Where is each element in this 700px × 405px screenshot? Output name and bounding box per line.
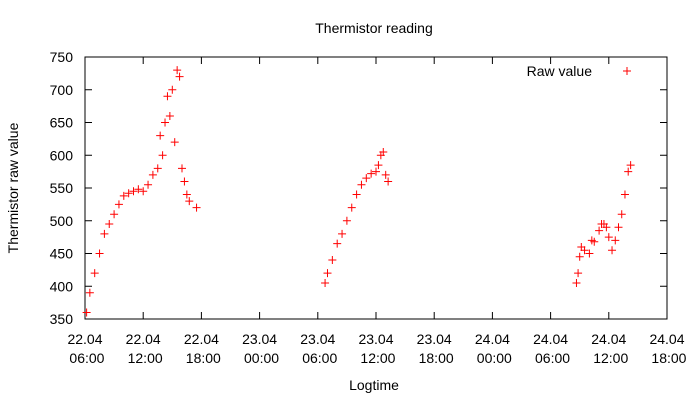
data-point bbox=[572, 278, 581, 287]
data-point bbox=[595, 226, 604, 235]
y-tick-label: 350 bbox=[50, 311, 74, 327]
plot-frame bbox=[84, 56, 668, 320]
data-point bbox=[333, 239, 342, 248]
data-point bbox=[347, 203, 356, 212]
data-point bbox=[626, 161, 635, 170]
data-point bbox=[604, 233, 613, 242]
data-point bbox=[352, 190, 361, 199]
x-tick-label: 23.04 18:00 bbox=[415, 331, 454, 366]
data-point bbox=[614, 223, 623, 232]
data-point bbox=[110, 210, 119, 219]
data-point bbox=[182, 190, 191, 199]
data-point bbox=[85, 288, 94, 297]
data-point bbox=[185, 197, 194, 206]
data-point bbox=[161, 118, 170, 127]
data-point bbox=[577, 242, 586, 251]
x-tick-label: 24.04 12:00 bbox=[589, 331, 628, 366]
data-point bbox=[168, 85, 177, 94]
data-point bbox=[129, 187, 138, 196]
data-point bbox=[611, 236, 620, 245]
data-point bbox=[156, 131, 165, 140]
data-point bbox=[624, 167, 633, 176]
legend-label: Raw value bbox=[527, 63, 593, 79]
data-point bbox=[384, 177, 393, 186]
data-point bbox=[163, 92, 172, 101]
data-point bbox=[144, 180, 153, 189]
data-point bbox=[119, 191, 128, 200]
data-point bbox=[381, 170, 390, 179]
data-point bbox=[620, 190, 629, 199]
data-point bbox=[357, 180, 366, 189]
y-tick-label: 650 bbox=[50, 115, 74, 131]
data-point bbox=[180, 177, 189, 186]
data-point bbox=[372, 167, 380, 176]
data-point bbox=[608, 246, 617, 255]
data-point bbox=[580, 246, 589, 255]
x-tick-label: 24.04 18:00 bbox=[648, 331, 687, 366]
y-tick-label: 450 bbox=[50, 246, 74, 262]
data-point bbox=[575, 252, 584, 261]
y-tick-label: 400 bbox=[50, 278, 74, 294]
y-tick-label: 750 bbox=[50, 49, 74, 65]
data-point bbox=[148, 170, 157, 179]
data-point bbox=[374, 161, 383, 170]
data-point bbox=[158, 151, 167, 160]
data-point bbox=[124, 189, 133, 198]
data-point bbox=[590, 237, 599, 246]
data-point bbox=[105, 220, 114, 229]
chart-title: Thermistor reading bbox=[315, 20, 433, 36]
x-tick-label: 24.04 06:00 bbox=[531, 331, 570, 366]
legend-marker bbox=[623, 67, 631, 75]
data-point bbox=[585, 249, 594, 258]
data-point bbox=[178, 164, 186, 173]
data-point bbox=[90, 269, 99, 278]
x-tick-label: 23.04 00:00 bbox=[240, 331, 279, 366]
data-point bbox=[323, 269, 332, 278]
x-tick-label: 22.04 18:00 bbox=[182, 331, 221, 366]
data-point bbox=[114, 200, 123, 209]
data-point bbox=[165, 111, 174, 120]
y-tick-label: 500 bbox=[50, 213, 74, 229]
data-point bbox=[602, 223, 611, 232]
data-point bbox=[321, 278, 330, 287]
data-point bbox=[100, 229, 109, 238]
data-point bbox=[574, 269, 583, 278]
data-point bbox=[139, 187, 148, 196]
x-tick-label: 23.04 06:00 bbox=[298, 331, 337, 366]
data-point bbox=[173, 66, 182, 75]
data-point bbox=[192, 203, 201, 212]
data-point bbox=[153, 164, 162, 173]
data-point bbox=[362, 174, 371, 183]
x-tick-label: 22.04 06:00 bbox=[66, 331, 105, 366]
data-point bbox=[379, 147, 388, 156]
y-tick-label: 550 bbox=[50, 180, 74, 196]
data-point bbox=[170, 138, 179, 147]
data-point bbox=[617, 210, 626, 219]
data-point bbox=[342, 216, 351, 225]
x-tick-label: 24.04 00:00 bbox=[473, 331, 512, 366]
data-point bbox=[367, 169, 376, 178]
data-point bbox=[95, 249, 104, 258]
x-tick-label: 22.04 12:00 bbox=[124, 331, 163, 366]
x-axis-label: Logtime bbox=[349, 377, 399, 393]
data-point bbox=[328, 256, 337, 265]
data-point bbox=[82, 308, 91, 317]
data-point bbox=[134, 185, 143, 194]
data-point bbox=[175, 72, 184, 81]
y-tick-label: 600 bbox=[50, 147, 74, 163]
y-tick-label: 700 bbox=[50, 82, 74, 98]
y-axis-label: Thermistor raw value bbox=[5, 122, 21, 253]
data-point bbox=[338, 229, 347, 238]
x-tick-label: 23.04 12:00 bbox=[357, 331, 396, 366]
